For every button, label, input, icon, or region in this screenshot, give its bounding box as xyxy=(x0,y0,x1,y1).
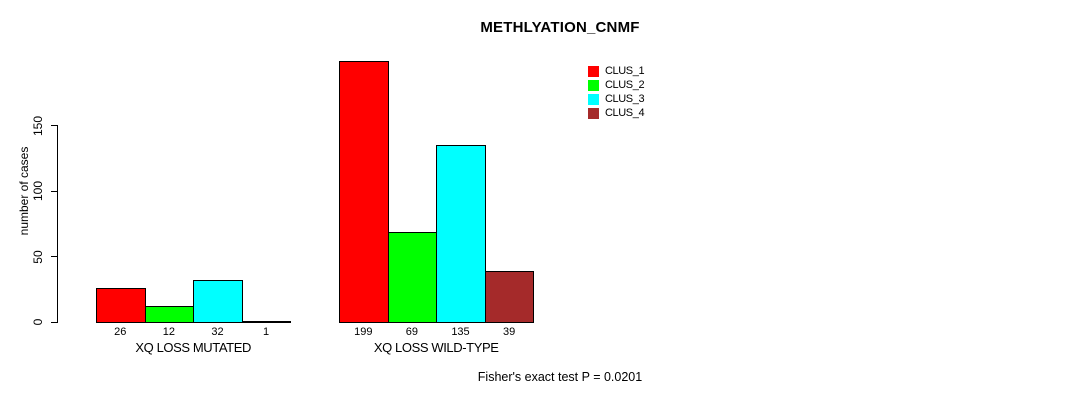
y-axis-tick xyxy=(50,190,57,192)
y-axis-tick xyxy=(50,125,57,126)
bar-clus_2-group1 xyxy=(144,306,195,323)
bar-clus_1-group1 xyxy=(96,287,146,323)
legend-label: CLUS_1 xyxy=(605,65,645,77)
y-axis-label: number of cases xyxy=(17,146,31,236)
y-axis-tick-label: 100 xyxy=(31,180,45,202)
legend-label: CLUS_4 xyxy=(605,107,645,119)
legend-swatch-clus_4 xyxy=(588,107,599,119)
group-label-1: XQ LOSS MUTATED xyxy=(135,340,251,355)
bar-clus_4-group2 xyxy=(484,270,535,323)
legend-item-clus_1: CLUS_1 xyxy=(588,64,645,78)
bar-value-label: 1 xyxy=(263,326,270,338)
bar-value-label: 12 xyxy=(162,326,176,338)
legend-swatch-clus_2 xyxy=(588,79,599,91)
annotation-fisher-test: Fisher's exact test P = 0.0201 xyxy=(477,370,643,384)
group-label-2: XQ LOSS WILD-TYPE xyxy=(373,340,499,355)
legend: CLUS_1 CLUS_2 CLUS_3 CLUS_4 xyxy=(588,64,645,120)
bar-value-label: 26 xyxy=(114,326,127,338)
legend-item-clus_4: CLUS_4 xyxy=(588,106,645,120)
y-axis-tick-label: 150 xyxy=(31,115,45,136)
bar-clus_4-group1 xyxy=(241,320,292,323)
y-axis-tick-label: 50 xyxy=(31,249,45,264)
bar-clus_3-group2 xyxy=(436,145,486,323)
y-axis-tick-label: 0 xyxy=(31,318,45,326)
bar-clus_2-group2 xyxy=(387,231,438,323)
bar-value-label: 32 xyxy=(211,326,224,338)
bar-clus_1-group2 xyxy=(339,61,389,323)
legend-item-clus_3: CLUS_3 xyxy=(588,92,645,106)
y-axis-tick xyxy=(50,321,57,323)
bar-value-label: 199 xyxy=(354,326,373,338)
y-axis-line xyxy=(56,125,58,323)
legend-item-clus_2: CLUS_2 xyxy=(588,78,645,92)
legend-label: CLUS_2 xyxy=(605,79,645,91)
legend-swatch-clus_3 xyxy=(588,93,599,105)
bar-value-label: 69 xyxy=(405,326,419,338)
legend-label: CLUS_3 xyxy=(605,93,645,105)
legend-swatch-clus_1 xyxy=(588,65,599,77)
chart-title: METHLYATION_CNMF xyxy=(480,19,640,36)
y-axis-tick xyxy=(50,256,57,257)
bar-value-label: 135 xyxy=(451,326,470,338)
bar-clus_3-group1 xyxy=(193,280,243,323)
bar-value-label: 39 xyxy=(502,326,516,338)
